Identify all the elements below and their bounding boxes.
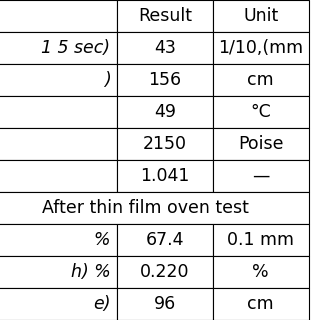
Bar xyxy=(117,128,213,160)
Bar xyxy=(0,256,117,288)
Text: 1.041: 1.041 xyxy=(140,167,189,185)
Text: cm: cm xyxy=(247,295,274,313)
Text: 67.4: 67.4 xyxy=(146,231,184,249)
Text: %: % xyxy=(252,263,269,281)
Bar xyxy=(213,64,309,96)
Bar xyxy=(0,224,117,256)
Bar xyxy=(0,192,309,224)
Bar xyxy=(117,96,213,128)
Bar xyxy=(0,96,117,128)
Bar xyxy=(117,288,213,320)
Text: Poise: Poise xyxy=(238,135,284,153)
Bar xyxy=(0,64,117,96)
Bar xyxy=(117,224,213,256)
Bar xyxy=(213,0,309,32)
Bar xyxy=(0,32,117,64)
Text: ): ) xyxy=(104,71,110,89)
Text: 0.1 mm: 0.1 mm xyxy=(227,231,294,249)
Bar xyxy=(117,32,213,64)
Bar xyxy=(117,0,213,32)
Text: Result: Result xyxy=(138,7,192,25)
Text: 49: 49 xyxy=(154,103,176,121)
Text: 2150: 2150 xyxy=(143,135,187,153)
Text: %: % xyxy=(94,231,110,249)
Bar xyxy=(213,32,309,64)
Bar xyxy=(117,256,213,288)
Bar xyxy=(0,128,117,160)
Text: h) %: h) % xyxy=(71,263,110,281)
Text: Unit: Unit xyxy=(243,7,278,25)
Bar xyxy=(213,288,309,320)
Text: 156: 156 xyxy=(148,71,181,89)
Bar xyxy=(213,224,309,256)
Text: e): e) xyxy=(93,295,110,313)
Bar xyxy=(213,160,309,192)
Text: After thin film oven test: After thin film oven test xyxy=(42,199,249,217)
Text: —: — xyxy=(252,167,269,185)
Text: °C: °C xyxy=(251,103,271,121)
Text: 43: 43 xyxy=(154,39,176,57)
Bar xyxy=(0,288,117,320)
Bar xyxy=(0,160,117,192)
Bar xyxy=(0,0,117,32)
Bar xyxy=(117,64,213,96)
Text: 1/10,(mm: 1/10,(mm xyxy=(218,39,303,57)
Bar xyxy=(213,128,309,160)
Text: cm: cm xyxy=(247,71,274,89)
Text: 0.220: 0.220 xyxy=(140,263,189,281)
Text: 96: 96 xyxy=(154,295,176,313)
Bar xyxy=(213,96,309,128)
Bar xyxy=(117,160,213,192)
Text: 1 5 sec): 1 5 sec) xyxy=(41,39,110,57)
Bar xyxy=(213,256,309,288)
